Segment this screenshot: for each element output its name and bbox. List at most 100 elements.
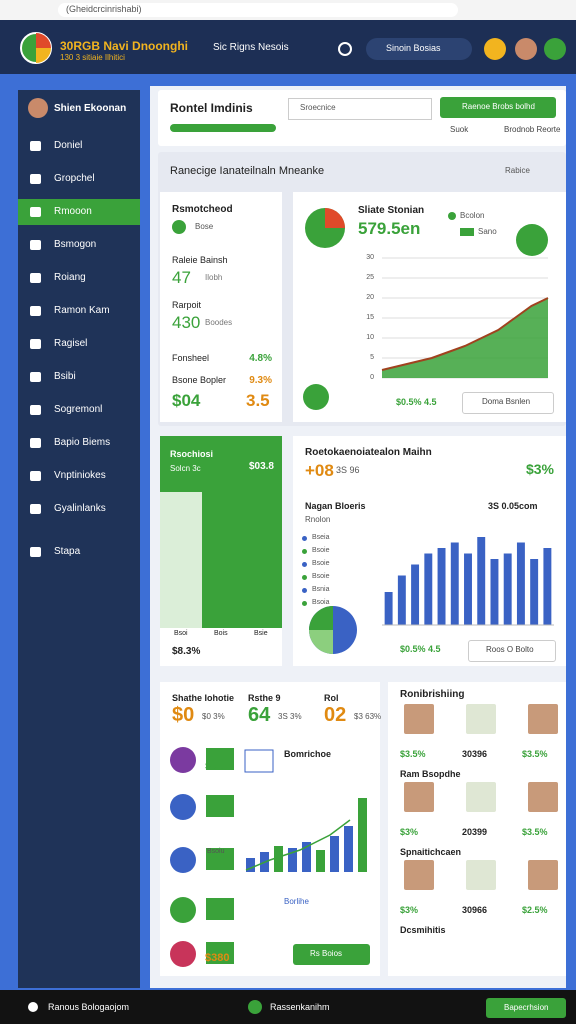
nav-item[interactable]: Sogremonl — [54, 404, 103, 415]
icon — [170, 897, 196, 923]
legend-swatch — [302, 575, 307, 580]
bar — [530, 559, 539, 625]
footer-item[interactable]: Ranous Bologaojom — [48, 1002, 130, 1012]
report-button[interactable] — [468, 640, 556, 662]
subtitle: Solcn 3c — [170, 464, 201, 473]
notification[interactable] — [484, 38, 506, 60]
portrait — [528, 704, 558, 734]
summary-unit: 3S 3% — [278, 712, 302, 721]
legend-label: Bsnia — [312, 586, 330, 593]
search-icon[interactable] — [338, 42, 352, 56]
metric-label: Rarpoit — [172, 300, 202, 310]
nav-item[interactable]: Roiang — [54, 272, 86, 283]
pie — [516, 224, 548, 256]
nav-icon — [30, 471, 41, 481]
chart-button[interactable] — [462, 392, 554, 414]
address-field — [58, 3, 458, 17]
dropdown[interactable] — [366, 38, 472, 60]
portrait — [528, 782, 558, 812]
nav-item[interactable]: Ramon Kam — [54, 305, 110, 316]
mini-bar — [288, 848, 297, 872]
group-caption: Dcsmihitis — [400, 925, 446, 935]
report-unit: 3S 96 — [336, 465, 360, 475]
portrait — [404, 860, 434, 890]
legend-swatch — [302, 562, 307, 567]
search-input[interactable]: Sroecnice — [300, 103, 336, 112]
y-tick-label: 15 — [366, 314, 374, 321]
nav-item[interactable]: Ragisel — [54, 338, 88, 349]
legend-label: Bsoie — [312, 573, 330, 580]
search-box[interactable] — [288, 98, 432, 120]
chart-value: 579.5en — [358, 219, 421, 238]
footer-button[interactable] — [486, 998, 566, 1018]
bar — [464, 553, 472, 625]
nav-item[interactable]: Stapa — [54, 546, 81, 557]
nav-item[interactable]: Rmooon — [54, 206, 92, 217]
summary-unit: $0 3% — [202, 712, 225, 721]
bar — [503, 553, 512, 625]
stats-icon — [172, 220, 186, 234]
brand: 30RGB Navi Dnoonghi — [60, 39, 189, 53]
portrait — [528, 860, 558, 890]
mini-bar — [358, 798, 367, 872]
action-button[interactable] — [440, 97, 556, 118]
nav-item[interactable]: Gropchel — [54, 173, 95, 184]
nav-item[interactable]: Bsibi — [54, 371, 76, 382]
icon-chart — [206, 795, 234, 817]
performance-light — [160, 492, 202, 628]
button-label[interactable]: Doma Bsnlen — [482, 397, 531, 406]
button-label[interactable]: Raenoe Brobs bolhd — [462, 102, 535, 111]
person-value: 20399 — [462, 827, 488, 837]
metric-value: 47 — [172, 268, 191, 287]
portrait — [466, 782, 496, 812]
nav-icon — [30, 547, 41, 557]
link[interactable]: Suok — [450, 125, 469, 134]
bar — [490, 559, 499, 625]
dropdown-label[interactable]: Sinoin Bosias — [386, 43, 441, 53]
nav-item[interactable]: Bsmogon — [54, 239, 97, 250]
report-value: +08 — [305, 461, 334, 480]
y-tick-label: 25 — [366, 274, 374, 281]
nav-icon — [30, 174, 41, 184]
add-button[interactable] — [544, 38, 566, 60]
chart-title: Sliate Stonian — [358, 205, 425, 216]
icon-chart — [206, 942, 234, 964]
button-label[interactable]: Roos O Bolto — [486, 645, 534, 654]
summary-button[interactable] — [293, 944, 370, 965]
url: (Gheidcrcinrishabi) — [66, 4, 142, 14]
nav-item[interactable]: Bapio Biems — [54, 437, 111, 448]
label: $380 — [205, 952, 230, 964]
mini-bar — [246, 858, 255, 872]
pie-slice — [309, 630, 333, 654]
icon-chart — [206, 748, 234, 770]
bar — [450, 542, 459, 625]
button-label[interactable]: Bapecrhsion — [504, 1003, 549, 1012]
y-tick-label: 10 — [366, 334, 374, 341]
nav-link[interactable]: Sic Rigns Nesois — [213, 42, 289, 53]
person-value: 30396 — [462, 749, 488, 759]
performance-header — [160, 436, 282, 492]
person-value: $3.5% — [522, 749, 548, 759]
legend-label: Bsoie — [312, 547, 330, 554]
summary-card — [160, 682, 380, 976]
nav-item[interactable]: Gyalinlanks — [54, 503, 106, 514]
legend-label: Bsoie — [312, 560, 330, 567]
nav-item[interactable]: Doniel — [54, 140, 83, 151]
mini-bar — [316, 850, 325, 872]
user-avatar — [28, 98, 48, 118]
mini-bar — [330, 836, 339, 872]
button-label[interactable]: Rs Boios — [310, 949, 343, 958]
footer-item[interactable]: Rassenkanihm — [270, 1002, 330, 1012]
link[interactable]: Rabice — [505, 166, 530, 175]
metric-unit: Ilobh — [205, 273, 223, 282]
pie — [303, 384, 329, 410]
avatar[interactable] — [515, 38, 537, 60]
nav-icon — [30, 141, 41, 151]
column-header: Shathe Iohotie — [172, 693, 235, 703]
sidebar — [18, 90, 140, 988]
logo-slice — [36, 33, 51, 48]
chart-footer: $0.5% 4.5 — [396, 397, 437, 407]
link[interactable]: Brodnob Reorte — [504, 125, 561, 134]
nav-item[interactable]: Vnptiniokes — [54, 470, 106, 481]
